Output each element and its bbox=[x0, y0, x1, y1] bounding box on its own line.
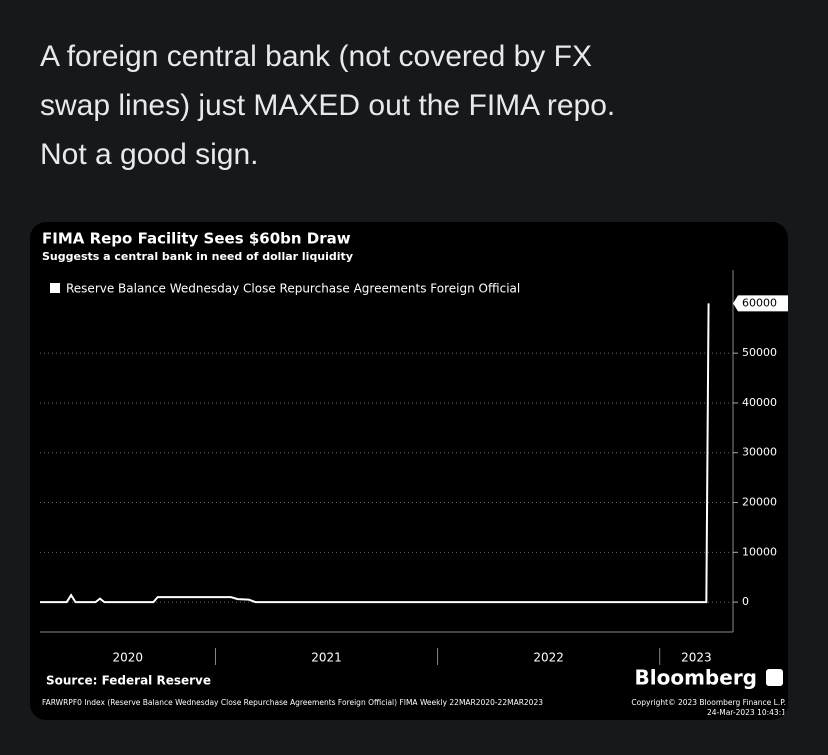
x-year-label: 2023 bbox=[681, 651, 712, 665]
copyright: Copyright© 2023 Bloomberg Finance L.P. bbox=[631, 698, 786, 707]
last-value-pointer bbox=[733, 295, 738, 312]
tweet-text: A foreign central bank (not covered by F… bbox=[40, 40, 592, 73]
y-tick-label: 20000 bbox=[742, 496, 777, 509]
legend-marker bbox=[50, 283, 60, 293]
tweet-text: swap lines) just MAXED out the FIMA repo… bbox=[40, 89, 616, 122]
x-year-label: 2022 bbox=[533, 651, 564, 665]
legend-label: Reserve Balance Wednesday Close Repurcha… bbox=[66, 282, 520, 296]
timestamp: 24-Mar-2023 10:43:1 bbox=[707, 708, 786, 717]
last-value-box bbox=[738, 295, 788, 312]
y-tick-label: 40000 bbox=[742, 396, 777, 409]
x-year-label: 2021 bbox=[311, 651, 342, 665]
brand-logo: Bloomberg bbox=[635, 666, 757, 690]
source: Source: Federal Reserve bbox=[46, 674, 211, 688]
brand-icon bbox=[766, 669, 783, 686]
y-tick-label: 0 bbox=[742, 595, 749, 608]
last-value-label: 60000 bbox=[742, 296, 777, 309]
chart-background bbox=[30, 222, 788, 720]
tweet-text: Not a good sign. bbox=[40, 138, 259, 171]
chart-title: FIMA Repo Facility Sees $60bn Draw bbox=[42, 230, 351, 248]
x-year-label: 2020 bbox=[112, 651, 143, 665]
y-tick-label: 30000 bbox=[742, 446, 777, 459]
footnote: FARWRPF0 Index (Reserve Balance Wednesda… bbox=[42, 698, 543, 707]
line-series bbox=[40, 303, 710, 604]
chart-subtitle: Suggests a central bank in need of dolla… bbox=[42, 250, 353, 263]
y-tick-label: 10000 bbox=[742, 545, 777, 558]
y-tick-label: 50000 bbox=[742, 346, 777, 359]
